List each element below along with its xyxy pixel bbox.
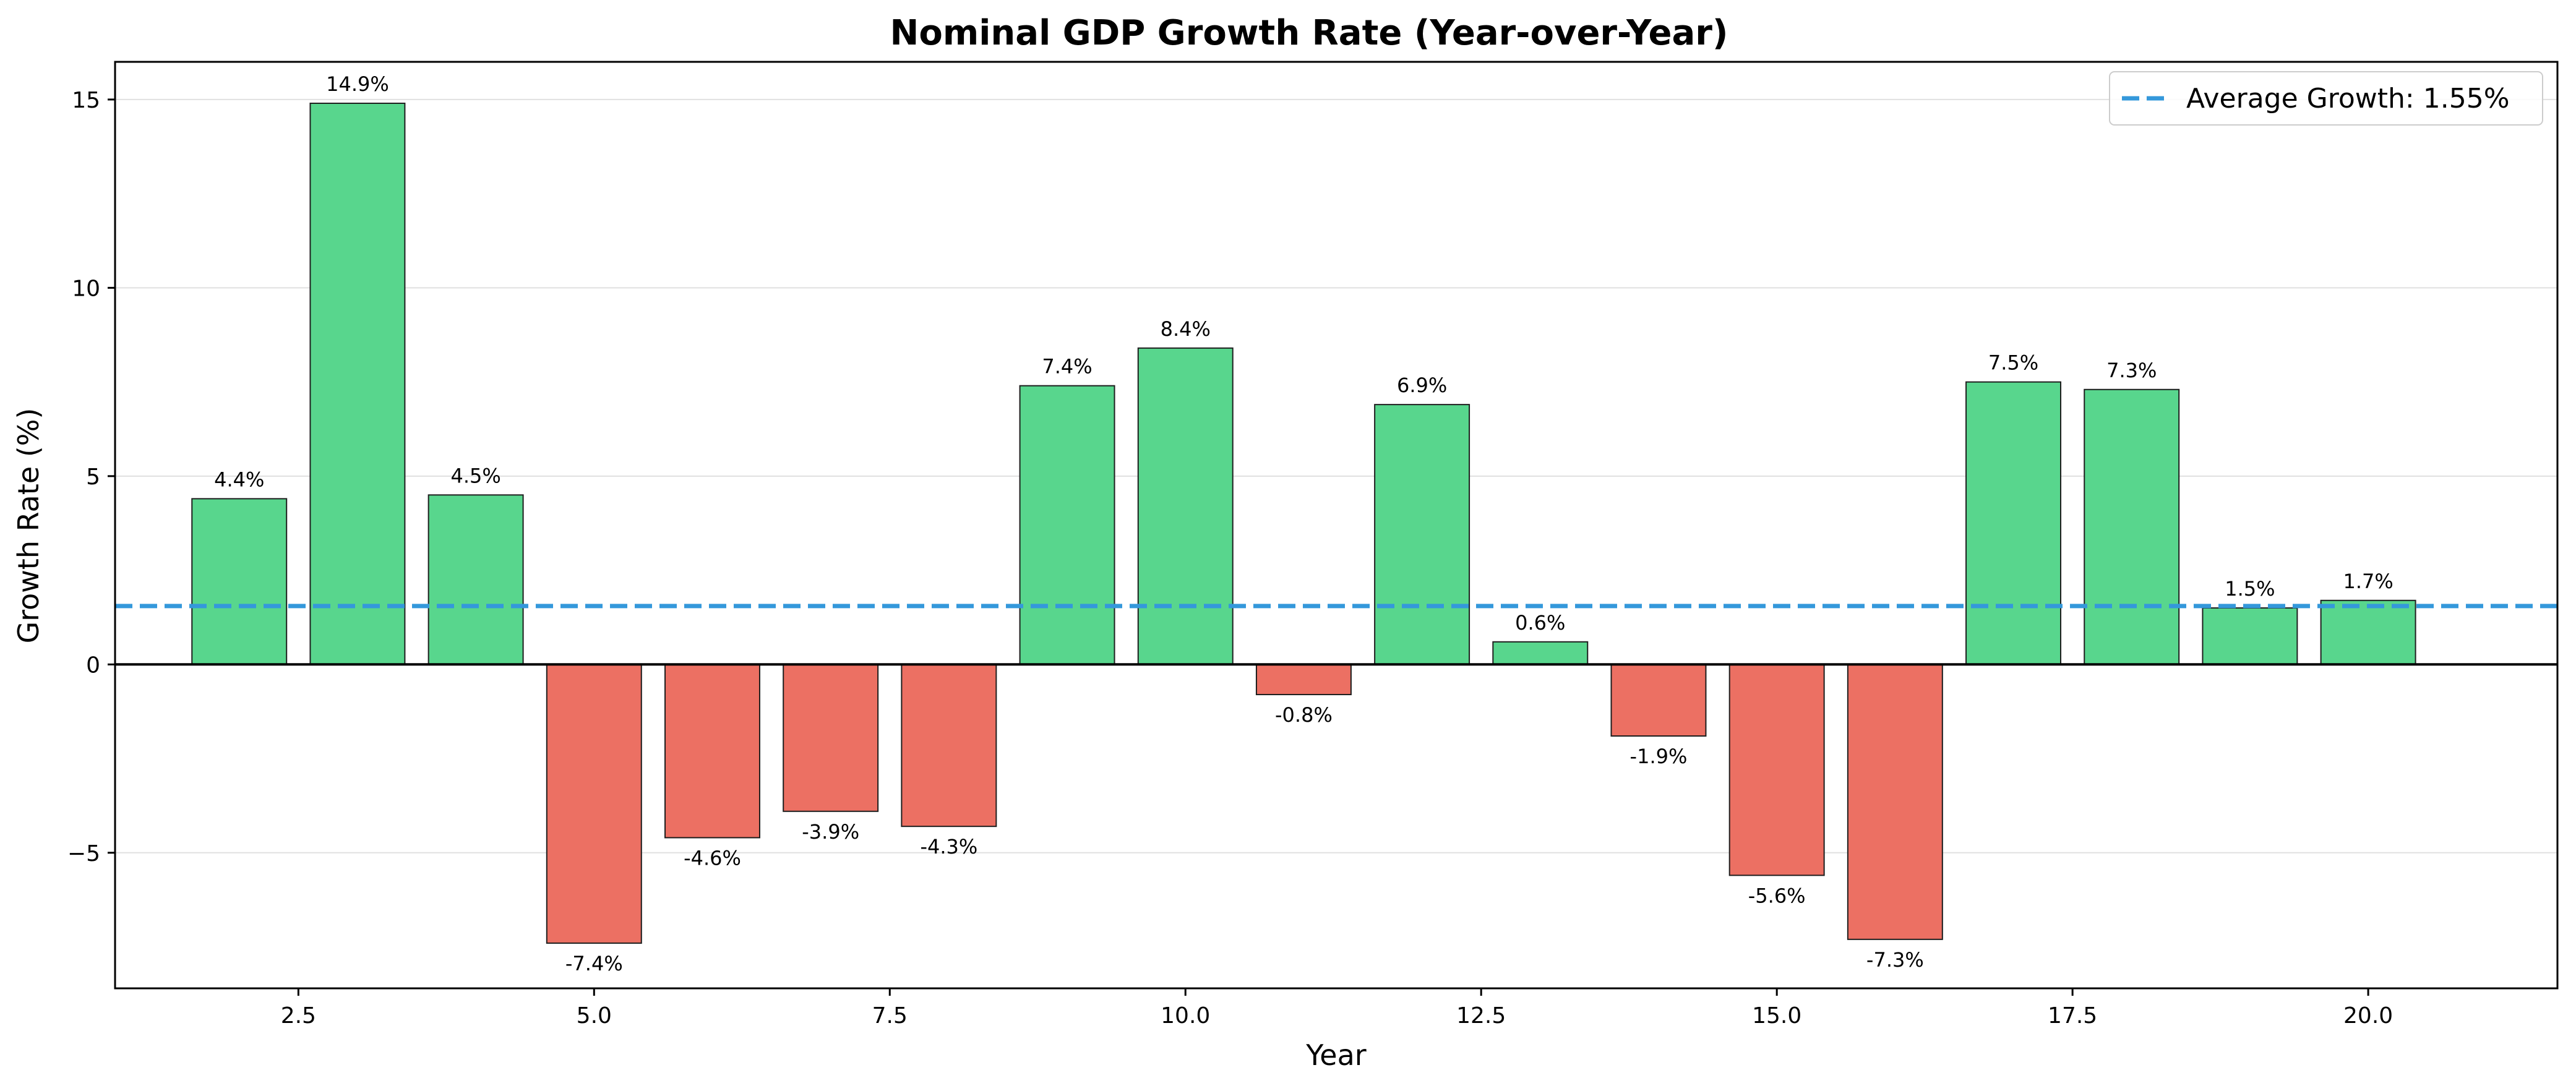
x-tick-label-7: 20.0 — [2343, 1003, 2393, 1029]
bar-7 — [783, 664, 879, 812]
x-axis-title: Year — [1305, 1038, 1366, 1072]
x-tick-label-3: 10.0 — [1161, 1003, 1210, 1029]
bar-label-20: 1.7% — [2343, 570, 2393, 593]
bar-label-6: -4.6% — [684, 846, 741, 870]
bar-label-16: -7.3% — [1866, 948, 1924, 972]
legend-label-average: Average Growth: 1.55% — [2186, 83, 2510, 114]
bar-17 — [1965, 381, 2062, 665]
bar-label-19: 1.5% — [2225, 577, 2275, 601]
y-tick-label-1: 0 — [86, 652, 100, 678]
bar-14 — [1610, 664, 1707, 737]
y-tick-label-2: 5 — [86, 464, 100, 490]
bar-3 — [309, 102, 406, 665]
x-tick-label-1: 5.0 — [577, 1003, 612, 1029]
y-tick-label-3: 10 — [72, 276, 100, 301]
bar-15 — [1728, 664, 1825, 876]
bar-9 — [1019, 385, 1115, 665]
bar-label-10: 8.4% — [1161, 317, 1211, 341]
bar-label-18: 7.3% — [2106, 359, 2157, 382]
bar-11 — [1255, 664, 1352, 696]
bar-label-2: 4.4% — [214, 468, 264, 491]
x-tick-label-0: 2.5 — [281, 1003, 316, 1029]
bar-label-7: -3.9% — [802, 820, 859, 844]
plot-frame — [114, 61, 2559, 990]
bar-label-12: 6.9% — [1397, 374, 1447, 397]
bar-label-13: 0.6% — [1515, 611, 1565, 635]
chart-title: Nominal GDP Growth Rate (Year-over-Year) — [890, 13, 1728, 53]
bar-label-11: -0.8% — [1275, 703, 1333, 727]
plot-area: 4.4% 14.9% 4.5% -7.4% -4.6% -3.9% -4.3% 7.4% 8.4… — [67, 61, 2559, 1029]
bar-2 — [191, 498, 288, 665]
x-tick-label-2: 7.5 — [872, 1003, 908, 1029]
y-tick-label-0: −5 — [67, 841, 100, 866]
bar-label-8: -4.3% — [920, 835, 977, 858]
bar-12 — [1374, 404, 1470, 665]
y-tick-label-4: 15 — [72, 88, 100, 113]
y-axis-title: Growth Rate (%) — [12, 408, 45, 644]
bar-16 — [1847, 664, 1943, 940]
bar-label-14: -1.9% — [1630, 745, 1688, 768]
bar-label-5: -7.4% — [565, 952, 623, 975]
bar-18 — [2084, 388, 2180, 665]
bar-6 — [664, 664, 760, 839]
bar-20 — [2320, 599, 2416, 665]
bar-8 — [901, 664, 997, 828]
legend-box — [2109, 71, 2543, 126]
bar-4 — [427, 494, 524, 665]
bar-10 — [1137, 347, 1234, 665]
bar-label-17: 7.5% — [1988, 351, 2038, 375]
x-tick-label-4: 12.5 — [1456, 1003, 1506, 1029]
x-tick-label-6: 17.5 — [2048, 1003, 2097, 1029]
bar-label-3: 14.9% — [326, 72, 389, 96]
bar-13 — [1492, 641, 1589, 665]
bar-label-9: 7.4% — [1042, 355, 1092, 379]
bar-5 — [546, 664, 642, 944]
x-tick-label-5: 15.0 — [1752, 1003, 1801, 1029]
bar-19 — [2202, 607, 2298, 665]
bar-label-4: 4.5% — [450, 464, 500, 487]
bar-label-15: -5.6% — [1748, 884, 1806, 907]
